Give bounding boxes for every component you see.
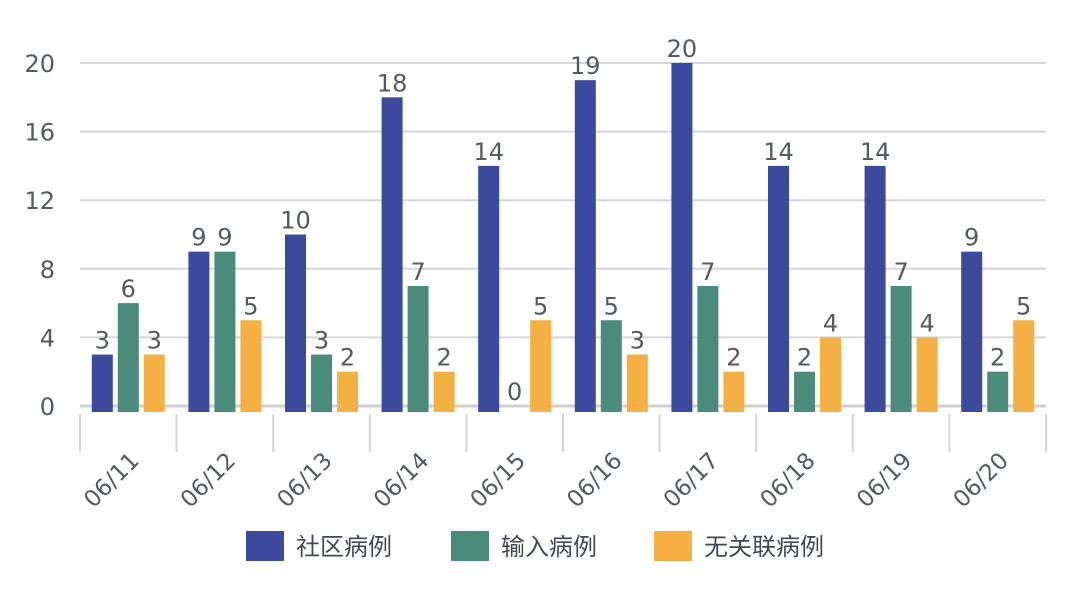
bar	[433, 371, 455, 412]
legend-label: 社区病例	[296, 533, 392, 561]
y-tick-label: 0	[40, 393, 55, 421]
y-tick-label: 20	[24, 50, 55, 78]
bar	[626, 354, 648, 412]
data-label: 18	[377, 69, 408, 97]
data-label: 10	[280, 207, 311, 235]
data-label: 5	[533, 292, 548, 320]
data-label: 5	[243, 292, 258, 320]
legend-swatch	[654, 531, 692, 561]
bars	[91, 63, 1035, 413]
data-label: 5	[1016, 292, 1031, 320]
data-label: 7	[893, 258, 908, 286]
data-label: 9	[217, 224, 232, 252]
data-label: 6	[121, 275, 136, 303]
legend-item: 输入病例	[451, 531, 597, 561]
legend-swatch	[451, 531, 489, 561]
bar	[961, 251, 983, 412]
x-tick-label: 06/12	[176, 448, 241, 513]
data-label: 2	[797, 344, 812, 372]
x-axis: 06/11 06/12 06/13 06/14 06/15 06/16 06/17 06/18…	[79, 414, 1047, 513]
legend-item: 社区病例	[246, 531, 392, 561]
data-label: 4	[919, 309, 934, 337]
bar	[214, 251, 236, 412]
data-label: 20	[667, 35, 698, 63]
x-tick-label: 06/15	[466, 448, 531, 513]
bar	[723, 371, 745, 412]
bar	[530, 320, 552, 412]
bar	[478, 165, 500, 412]
y-tick-label: 8	[40, 256, 55, 284]
legend-label: 无关联病例	[704, 533, 824, 561]
data-label: 2	[340, 344, 355, 372]
data-label: 2	[990, 344, 1005, 372]
data-label: 9	[964, 224, 979, 252]
legend-swatch	[246, 531, 284, 561]
data-label: 7	[700, 258, 715, 286]
bar	[574, 80, 596, 413]
x-tick-label: 06/18	[755, 448, 820, 513]
bar	[381, 97, 403, 413]
bar	[143, 354, 165, 412]
bar	[188, 251, 210, 412]
y-axis-ticks: 0 4 8 12 16 20	[24, 50, 55, 421]
x-tick-label: 06/20	[949, 448, 1014, 513]
bar	[916, 337, 938, 412]
y-tick-label: 16	[24, 119, 55, 147]
bar	[117, 303, 139, 412]
bar	[407, 285, 429, 412]
data-label: 14	[763, 138, 794, 166]
data-label: 4	[823, 309, 838, 337]
bar	[987, 371, 1009, 412]
data-label: 14	[473, 138, 504, 166]
x-tick-label: 06/13	[272, 448, 337, 513]
legend-item: 无关联病例	[654, 531, 824, 561]
data-label: 3	[314, 327, 329, 355]
y-tick-label: 4	[40, 324, 55, 352]
data-label: 19	[570, 52, 601, 80]
bar	[794, 371, 815, 412]
data-label: 3	[630, 327, 645, 355]
data-label: 7	[410, 258, 425, 286]
bar	[820, 337, 841, 412]
bar	[285, 234, 306, 412]
bar	[697, 285, 719, 412]
legend-label: 输入病例	[501, 533, 597, 561]
bar	[311, 354, 332, 412]
bar	[864, 165, 886, 412]
data-label: 14	[860, 138, 891, 166]
bar	[671, 63, 693, 412]
x-tick-label: 06/17	[659, 448, 724, 513]
legend: 社区病例 输入病例 无关联病例	[246, 531, 824, 561]
x-tick-label: 06/19	[852, 448, 917, 513]
data-label: 2	[436, 344, 451, 372]
bar	[91, 354, 113, 412]
bar	[337, 371, 358, 412]
bar	[600, 320, 622, 412]
bar	[890, 285, 912, 412]
x-tick-label: 06/11	[79, 448, 144, 513]
bar	[1013, 320, 1035, 412]
data-label: 0	[507, 378, 522, 406]
bar	[768, 165, 789, 412]
data-label: 3	[147, 327, 162, 355]
x-tick-label: 06/16	[562, 448, 627, 513]
y-tick-label: 12	[24, 187, 55, 215]
bar	[240, 320, 262, 412]
data-label: 2	[726, 344, 741, 372]
data-label: 5	[604, 292, 619, 320]
data-label: 9	[191, 224, 206, 252]
data-label: 3	[95, 327, 110, 355]
x-tick-label: 06/14	[369, 448, 434, 513]
